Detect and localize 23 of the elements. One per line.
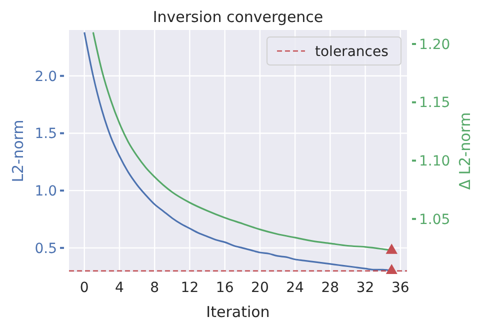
x-tick-label: 36 — [392, 280, 410, 296]
y2-tick-label: 1.20 — [419, 36, 450, 53]
x-tick-label: 4 — [115, 280, 124, 296]
y2-tick-label: 1.05 — [419, 212, 450, 228]
y2-axis-title: Δ L2-norm — [456, 112, 474, 190]
x-axis-title: Iteration — [206, 303, 270, 321]
y-axis-title: L2-norm — [9, 120, 27, 182]
y-tick-label: 1.5 — [34, 126, 57, 142]
x-tick-label: 24 — [286, 280, 304, 296]
y2-tick-label: 1.15 — [419, 95, 450, 112]
x-tick-label: 32 — [356, 280, 374, 296]
y-tick-label: 1.0 — [34, 183, 57, 200]
y-tick-label: 2.0 — [34, 68, 57, 85]
x-tick-label: 8 — [150, 280, 160, 296]
x-tick-label: 20 — [251, 280, 269, 296]
y2-tick-label: 1.10 — [419, 154, 450, 170]
x-tick-label: 28 — [321, 280, 340, 296]
x-tick-label: 12 — [180, 280, 199, 296]
legend-label: tolerances — [315, 44, 388, 60]
chart-title: Inversion convergence — [152, 8, 324, 26]
y-tick-label: 0.5 — [34, 240, 57, 257]
x-tick-label: 0 — [80, 280, 89, 296]
x-tick-label: 16 — [216, 280, 234, 296]
